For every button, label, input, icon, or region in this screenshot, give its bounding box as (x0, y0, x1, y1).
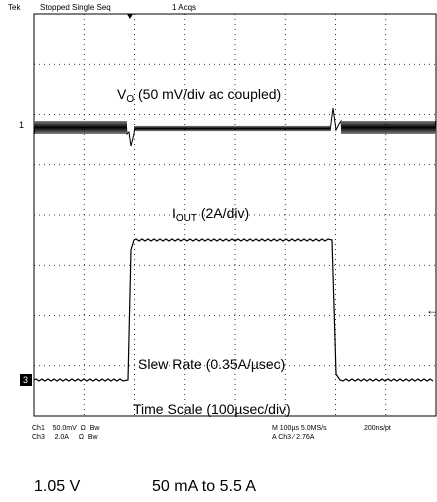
slew-rate-annotation: Slew Rate (0.35A/µsec) (138, 356, 286, 372)
trigger-readout: A Ch3 ∕ 2.76A (272, 434, 315, 441)
ch3-marker-box (20, 374, 32, 386)
iout-trace (33, 238, 434, 382)
ch1-ground-marker: 1 (19, 120, 25, 130)
graticule-grid (34, 14, 436, 416)
ch1-name: Ch1 (32, 425, 45, 432)
iout-main: I (172, 205, 176, 221)
vo-annotation: VO (50 mV/div ac coupled) (117, 86, 281, 105)
vo-main: V (117, 86, 127, 102)
ch1-bandwidth: Bw (89, 425, 100, 432)
oscilloscope-screen (20, 13, 437, 417)
output-voltage-label: 1.05 V (34, 478, 81, 495)
trigger-level-arrow: ← (426, 303, 437, 317)
vo-description: (50 mV/div ac coupled) (134, 86, 282, 102)
iout-annotation: IOUT (2A/div) (172, 205, 249, 224)
trigger-position-marker (127, 14, 133, 19)
ch3-name: Ch3 (32, 434, 45, 441)
ch3-bandwidth: Bw (87, 434, 98, 441)
ch3-ground-marker: 3 (23, 375, 29, 385)
ch1-scale: 50.0mV (52, 425, 77, 432)
vo-subscript: O (126, 94, 135, 105)
time-scale-annotation: Time Scale (100µsec/div) (133, 401, 291, 417)
run-state-label: Stopped Single Seq (40, 3, 111, 12)
timebase-readout: M 100µs 5.0MS/s (272, 425, 327, 432)
iout-description: (2A/div) (197, 205, 250, 221)
iout-subscript: OUT (175, 213, 197, 224)
ch3-scale: 2.0A (54, 434, 69, 441)
ch1-impedance: Ω (80, 425, 86, 432)
ch3-readout: Ch3 2.0A Ω Bw (32, 433, 98, 442)
brand-label: Tek (8, 3, 21, 12)
vo-trace (33, 107, 437, 147)
load-step-label: 50 mA to 5.5 A (152, 478, 257, 495)
sample-rate-readout: 200ns/pt (364, 425, 391, 432)
scope-status-bar: Tek Stopped Single Seq 1 Acqs (0, 0, 437, 14)
acquisition-count: 1 Acqs (172, 3, 197, 12)
ch1-readout: Ch1 50.0mV Ω Bw (32, 424, 100, 433)
ch3-impedance: Ω (78, 434, 84, 441)
